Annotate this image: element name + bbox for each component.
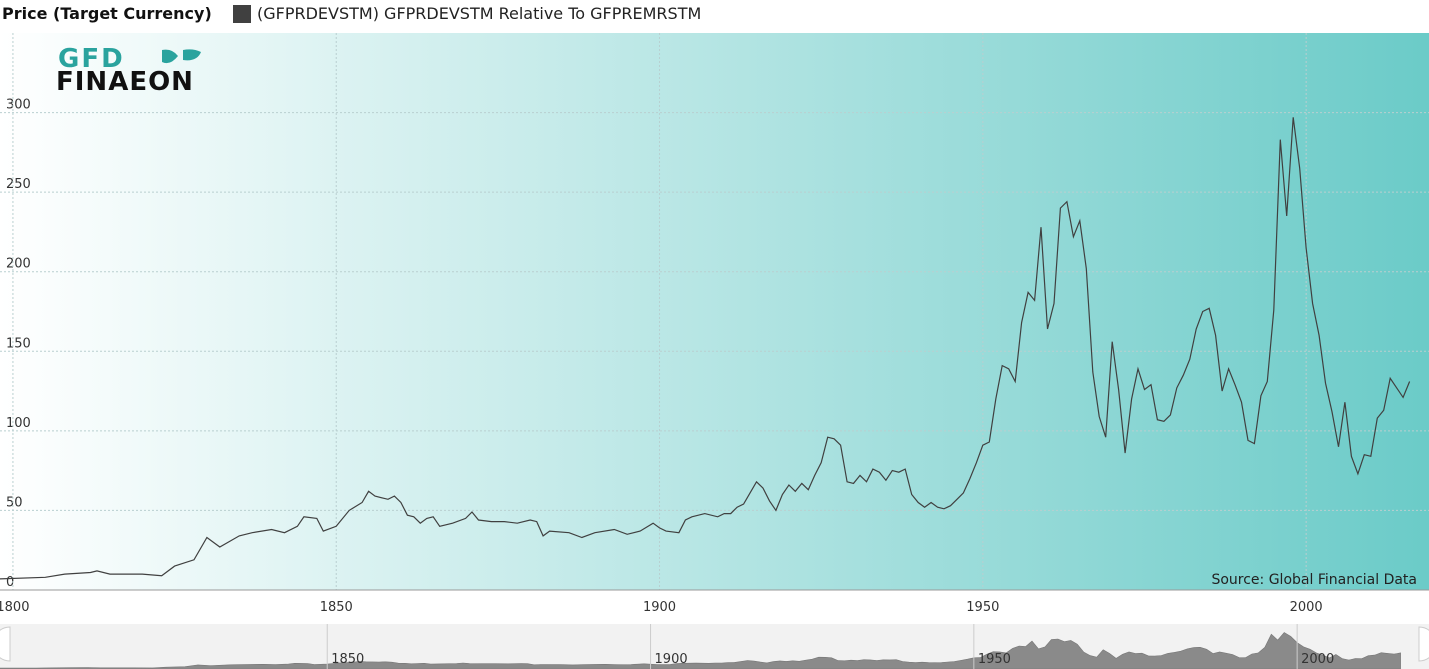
- x-tick-label: 1950: [966, 600, 999, 615]
- navigator-label: 2000: [1301, 652, 1334, 667]
- y-tick-label: 0: [6, 575, 14, 590]
- y-tick-label: 300: [6, 98, 31, 113]
- navigator-label: 1850: [331, 652, 364, 667]
- logo-leaf: [162, 49, 201, 64]
- navigator-label: 1900: [655, 652, 688, 667]
- y-label: Price (Target Currency): [2, 4, 212, 23]
- navigator-label: 1950: [978, 652, 1011, 667]
- x-tick-label: 1900: [643, 600, 676, 615]
- data-line: [0, 117, 1411, 580]
- logo-top: GFD: [58, 44, 125, 74]
- x-tick-label: 2000: [1290, 600, 1323, 615]
- navigator-area: [0, 632, 1401, 669]
- y-tick-label: 250: [6, 177, 31, 192]
- plot-background: [0, 33, 1429, 590]
- y-tick-label: 50: [6, 495, 23, 510]
- x-tick-label: 1850: [320, 600, 353, 615]
- source-note: Source: Global Financial Data: [1211, 572, 1417, 588]
- y-tick-label: 100: [6, 416, 31, 431]
- logo: GFD FINAEON: [56, 44, 201, 97]
- navigator-handle[interactable]: [0, 626, 1429, 662]
- x-tick-label: 1800: [0, 600, 29, 615]
- legend-swatch: [233, 5, 251, 23]
- y-tick-label: 150: [6, 336, 31, 351]
- y-tick-label: 200: [6, 257, 31, 272]
- legend-label: (GFPRDEVSTM) GFPRDEVSTM Relative To GFPR…: [257, 4, 701, 23]
- logo-bottom: FINAEON: [56, 67, 194, 97]
